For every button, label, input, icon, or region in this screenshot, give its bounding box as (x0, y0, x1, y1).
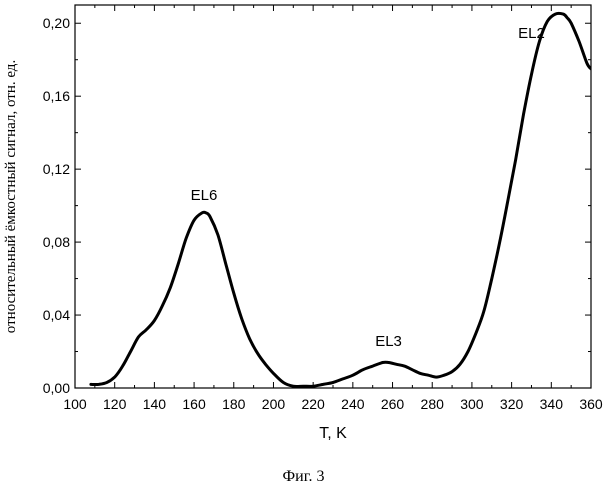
y-tick-label: 0,08 (43, 234, 70, 250)
x-tick-label: 100 (63, 396, 87, 412)
x-axis-label: T, K (319, 425, 347, 442)
x-axis-ticks: 100 120 140 160 180 200 220 240 260 280 300 320 340 3… (63, 5, 603, 412)
y-tick-label: 0,12 (43, 161, 70, 177)
x-tick-label: 240 (341, 396, 365, 412)
x-tick-label: 120 (103, 396, 127, 412)
y-axis-label: относительный ёмкостный сигнал, отн. ед. (3, 60, 19, 333)
x-tick-label: 140 (143, 396, 167, 412)
peak-label-el6: EL6 (191, 187, 218, 204)
x-tick-label: 220 (301, 396, 325, 412)
plot-border (75, 5, 591, 388)
x-tick-label: 200 (262, 396, 286, 412)
x-tick-label: 320 (500, 396, 524, 412)
annotations: EL6 EL3 EL2 (191, 25, 545, 350)
y-tick-label: 0,00 (43, 380, 70, 396)
x-tick-label: 300 (460, 396, 484, 412)
x-tick-label: 160 (182, 396, 206, 412)
y-tick-label: 0,20 (43, 15, 70, 31)
x-tick-label: 280 (421, 396, 445, 412)
x-tick-label: 340 (540, 396, 564, 412)
plot-frame (75, 5, 591, 388)
x-tick-label: 360 (579, 396, 603, 412)
x-tick-label: 260 (381, 396, 405, 412)
y-tick-label: 0,04 (43, 307, 70, 323)
peak-label-el2: EL2 (518, 25, 545, 42)
x-tick-label: 180 (222, 396, 246, 412)
series-line (91, 13, 591, 386)
figure-caption: Фиг. 3 (0, 468, 607, 486)
y-axis-ticks: 0,00 0,04 0,08 0,12 0,16 0,20 (43, 15, 591, 396)
peak-label-el3: EL3 (375, 333, 402, 350)
y-tick-label: 0,16 (43, 88, 70, 104)
